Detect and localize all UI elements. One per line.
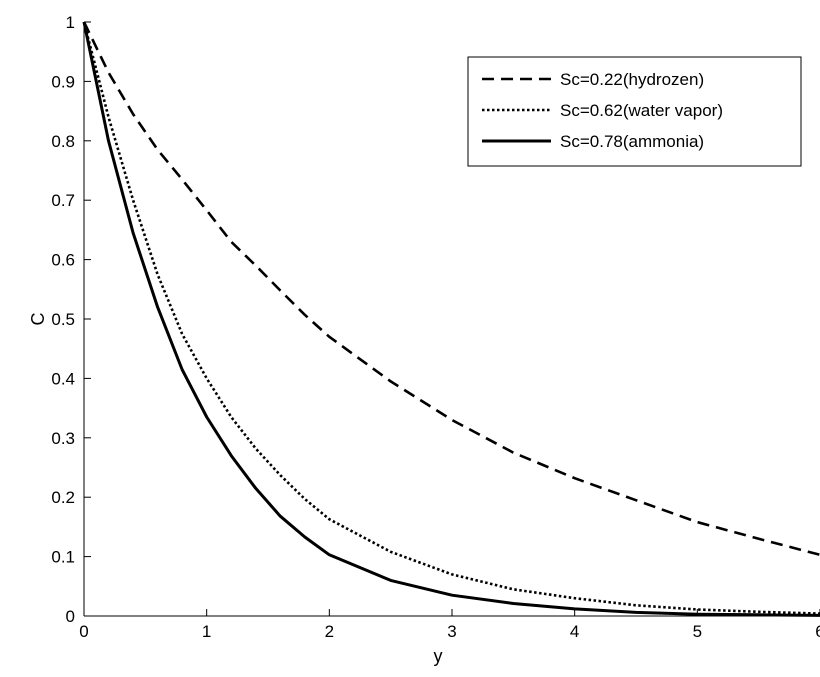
legend-label-2: Sc=0.62(water vapor) bbox=[560, 101, 723, 120]
y-tick-label: 0.1 bbox=[51, 548, 75, 567]
y-tick-label: 0.8 bbox=[51, 132, 75, 151]
x-tick-label: 5 bbox=[693, 622, 702, 641]
x-axis-title: y bbox=[434, 646, 443, 666]
series-line-3 bbox=[82, 21, 820, 617]
legend-box bbox=[467, 56, 802, 167]
y-tick-label: 0.7 bbox=[51, 191, 75, 210]
x-tick-label: 0 bbox=[79, 622, 88, 641]
y-tick-label: 0.3 bbox=[51, 429, 75, 448]
y-axis-title: C bbox=[28, 313, 48, 326]
x-tick-label: 4 bbox=[570, 622, 579, 641]
x-tick-label: 1 bbox=[202, 622, 211, 641]
y-tick-label: 0.4 bbox=[51, 369, 75, 388]
y-tick-label: 1 bbox=[66, 13, 75, 32]
legend-label-3: Sc=0.78(ammonia) bbox=[560, 132, 704, 151]
series-layer bbox=[82, 21, 820, 617]
y-tick-label: 0.2 bbox=[51, 488, 75, 507]
x-tick-label: 3 bbox=[447, 622, 456, 641]
y-tick-label: 0 bbox=[66, 607, 75, 626]
ticks-layer: 0 1 2 3 4 5 6 0 0.1 0.2 0.3 0.4 0.5 0.6 0.7 0.8 0.9 1 bbox=[51, 13, 820, 641]
y-tick-label: 0.6 bbox=[51, 251, 75, 270]
legend: Sc=0.22(hydrozen) Sc=0.62(water vapor) Sc=… bbox=[467, 56, 802, 167]
legend-label-1: Sc=0.22(hydrozen) bbox=[560, 70, 704, 89]
x-tick-label: 2 bbox=[325, 622, 334, 641]
y-tick-label: 0.9 bbox=[51, 72, 75, 91]
series-line-1 bbox=[82, 21, 820, 557]
x-tick-label: 6 bbox=[815, 622, 820, 641]
y-tick-label: 0.5 bbox=[51, 310, 75, 329]
